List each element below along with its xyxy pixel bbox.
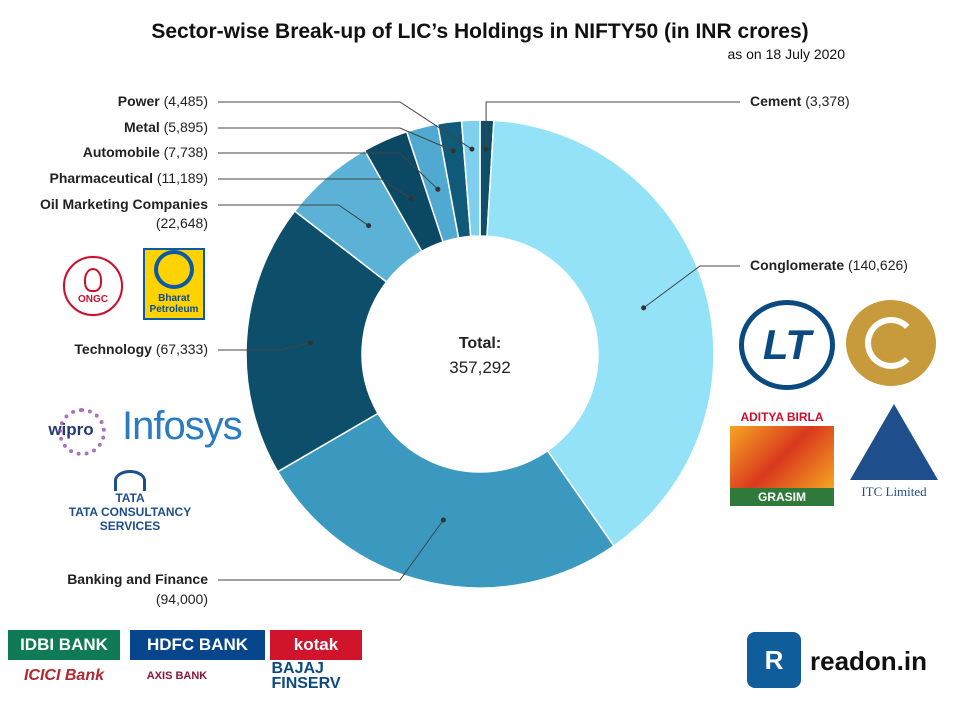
bharat-petroleum-line1: Bharat	[158, 293, 190, 304]
tata-text: TATA	[115, 491, 145, 505]
value-oil-marketing-companies: (22,648)	[156, 215, 208, 231]
tcs-text: TATA CONSULTANCY SERVICES	[68, 505, 192, 533]
leader-line-banking-and-finance	[218, 519, 444, 581]
reliance-emblem-icon	[865, 317, 917, 369]
itc-logo-text: ITC Limited	[861, 484, 927, 499]
leader-dot-pharmaceutical	[408, 196, 414, 202]
readon-brand-text: readon.in	[810, 646, 928, 676]
label-automobile: Automobile (7,738)	[83, 144, 208, 160]
lt-logo-text: LT	[762, 321, 812, 368]
chart-subtitle: as on 18 July 2020	[727, 46, 845, 62]
itc-logo: ITC Limited	[848, 404, 940, 504]
bajaj-finserv-logo: BAJAJ FINSERV	[246, 660, 366, 692]
value-banking-and-finance: (94,000)	[156, 591, 208, 607]
leader-dot-conglomerate	[641, 305, 647, 311]
leader-dot-cement	[483, 146, 489, 152]
bharat-petroleum-logo: Bharat Petroleum	[143, 248, 205, 320]
grasim-text: GRASIM	[730, 488, 834, 506]
label-banking-and-finance: Banking and Finance	[67, 571, 208, 587]
leader-dot-oil-marketing-companies	[366, 223, 372, 229]
wipro-logo: wipro	[30, 398, 112, 462]
leader-line-pharmaceutical	[218, 178, 412, 199]
leader-dot-technology	[307, 340, 313, 346]
tcs-logo: TATA TATA CONSULTANCY SERVICES	[40, 470, 220, 533]
slice-power	[460, 119, 481, 238]
bharat-petroleum-emblem-icon	[154, 250, 194, 289]
leader-dot-power	[469, 146, 475, 152]
infosys-logo: Infosys	[122, 404, 243, 448]
leader-dot-automobile	[435, 186, 441, 192]
leader-line-metal	[218, 127, 454, 152]
label-technology: Technology (67,333)	[74, 341, 208, 357]
bajaj-text: BAJAJ	[271, 660, 324, 677]
aditya-birla-text: ADITYA BIRLA	[730, 408, 834, 426]
leader-line-power	[218, 101, 473, 150]
leader-line-cement	[485, 101, 740, 150]
lt-logo: LT	[739, 300, 835, 390]
itc-emblem-icon	[850, 404, 938, 480]
label-oil-marketing-companies: Oil Marketing Companies	[40, 196, 208, 212]
readon-logo-icon: R	[747, 632, 801, 688]
ongc-logo-text: ONGC	[78, 293, 108, 305]
leader-dot-banking-and-finance	[440, 517, 446, 523]
hdfc-bank-logo: HDFC BANK	[130, 630, 265, 660]
leader-lines	[218, 101, 740, 581]
slice-banking-and-finance	[276, 412, 615, 589]
center-total-value: 357,292	[449, 358, 510, 377]
slice-labels: Cement (3,378) Conglomerate (140,626) Bank…	[40, 93, 908, 607]
slice-technology	[245, 210, 388, 473]
idbi-bank-logo: IDBI BANK	[8, 630, 120, 660]
aditya-birla-emblem-icon	[730, 426, 834, 488]
label-power: Power (4,485)	[118, 93, 208, 109]
icici-bank-logo: ICICI Bank	[8, 662, 120, 690]
label-metal: Metal (5,895)	[124, 119, 208, 135]
leader-line-oil-marketing-companies	[218, 204, 369, 226]
aditya-birla-grasim-logo: ADITYA BIRLA GRASIM	[730, 408, 834, 506]
reliance-logo	[846, 300, 936, 386]
finserv-text: FINSERV	[271, 675, 341, 692]
label-conglomerate: Conglomerate (140,626)	[750, 257, 908, 273]
center-total-label: Total:	[459, 335, 501, 352]
axis-bank-logo: AXIS BANK	[132, 662, 222, 690]
wipro-dots-icon	[58, 408, 106, 456]
leader-dot-metal	[450, 148, 456, 154]
tata-emblem-icon	[114, 470, 146, 491]
label-pharmaceutical: Pharmaceutical (11,189)	[50, 170, 209, 186]
leader-line-conglomerate	[643, 265, 740, 309]
leader-line-automobile	[218, 152, 439, 190]
bharat-petroleum-line2: Petroleum	[149, 304, 199, 315]
ongc-logo: ONGC	[63, 256, 123, 316]
slice-conglomerate	[486, 119, 715, 547]
chart-title: Sector-wise Break-up of LIC’s Holdings i…	[151, 20, 809, 43]
kotak-logo: kotak	[270, 630, 362, 660]
leader-line-technology	[218, 342, 311, 351]
label-cement: Cement (3,378)	[750, 93, 850, 109]
ongc-emblem-icon	[84, 267, 102, 292]
donut-slices	[245, 119, 715, 589]
